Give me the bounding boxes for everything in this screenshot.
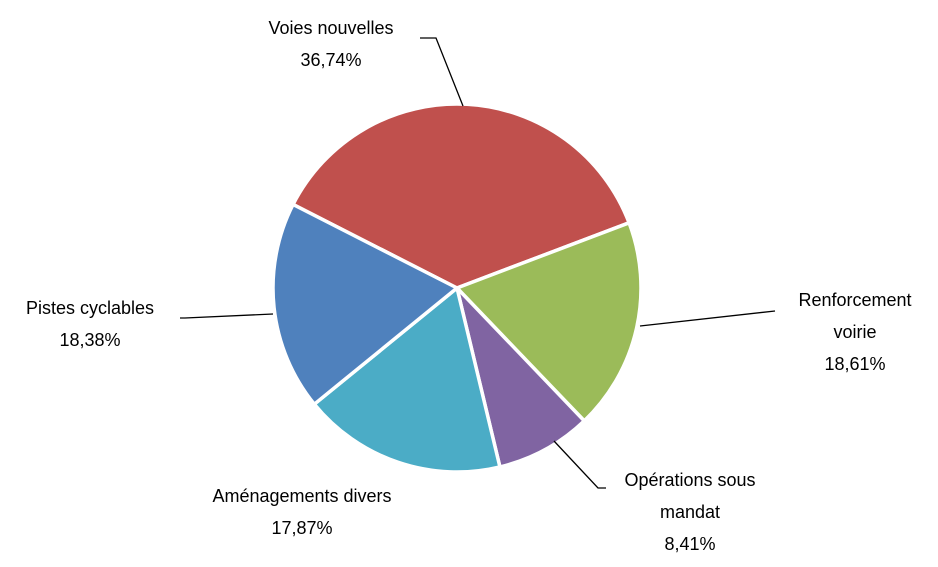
pie-slice bbox=[291, 102, 631, 290]
pie-slice bbox=[455, 286, 587, 469]
leader-line bbox=[180, 313, 274, 319]
leader-line bbox=[420, 37, 464, 107]
pie-slice bbox=[271, 202, 459, 406]
data-label: Aménagements divers 17,87% bbox=[212, 480, 392, 544]
category-label: Pistes cyclables bbox=[25, 298, 155, 318]
data-label: Opérations sous mandat 8,41% bbox=[600, 464, 780, 560]
leader-line bbox=[553, 440, 606, 489]
data-label: Voies nouvelles 36,74% bbox=[231, 12, 431, 76]
data-label: Pistes cyclables 18,38% bbox=[10, 292, 170, 356]
value-label: 8,41% bbox=[664, 534, 716, 554]
leader-line bbox=[639, 310, 776, 327]
pie-slice bbox=[312, 286, 502, 474]
value-label: 18,38% bbox=[59, 330, 121, 350]
value-label: 36,74% bbox=[300, 50, 362, 70]
value-label: 18,61% bbox=[824, 354, 886, 374]
data-label: Renforcement voirie 18,61% bbox=[785, 284, 925, 380]
value-label: 17,87% bbox=[271, 518, 333, 538]
pie-slice bbox=[455, 221, 643, 423]
category-label: Opérations sous mandat bbox=[624, 470, 756, 522]
category-label: Aménagements divers bbox=[212, 486, 392, 506]
category-label: Voies nouvelles bbox=[268, 18, 394, 38]
category-label: Renforcement voirie bbox=[798, 290, 912, 342]
